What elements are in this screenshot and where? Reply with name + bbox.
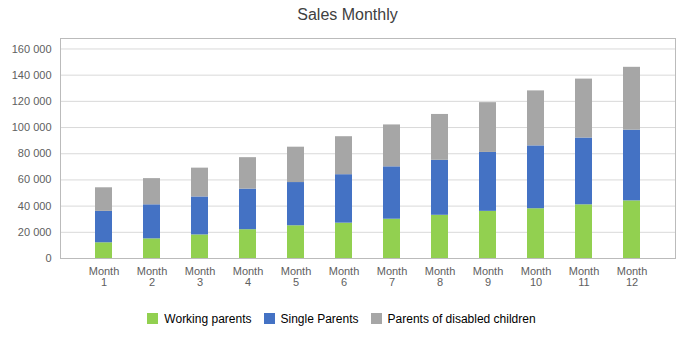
html-text:Working parents: Working parents: [164, 311, 252, 326]
svg-text:Month4: Month4: [233, 265, 264, 288]
svg-text:80 000: 80 000: [18, 147, 52, 159]
html-text:Single Parents: Single Parents: [280, 311, 359, 326]
html-text:Parents of disabled children: Parents of disabled children: [387, 311, 536, 326]
svg-text:140 000: 140 000: [12, 69, 52, 81]
svg-text:40 000: 40 000: [18, 200, 52, 212]
svg-text:Month2: Month2: [137, 265, 168, 288]
svg-text:100 000: 100 000: [12, 121, 52, 133]
svg-text:Month12: Month12: [617, 265, 648, 288]
html-text:Sales Monthly: Sales Monthly: [297, 6, 398, 23]
svg-text:60 000: 60 000: [18, 173, 52, 185]
svg-text:120 000: 120 000: [12, 95, 52, 107]
svg-text:Month8: Month8: [425, 265, 456, 288]
svg-text:0: 0: [45, 252, 51, 264]
svg-text:Month9: Month9: [473, 265, 504, 288]
svg-text:Month5: Month5: [281, 265, 312, 288]
svg-text:Month6: Month6: [329, 265, 360, 288]
svg-text:Month7: Month7: [377, 265, 408, 288]
svg-text:20 000: 20 000: [18, 226, 52, 238]
svg-text:Month10: Month10: [521, 265, 552, 288]
svg-text:160 000: 160 000: [12, 42, 52, 54]
svg-text:Month1: Month1: [89, 265, 120, 288]
svg-text:Month3: Month3: [185, 265, 216, 288]
svg-text:Month11: Month11: [569, 265, 600, 288]
